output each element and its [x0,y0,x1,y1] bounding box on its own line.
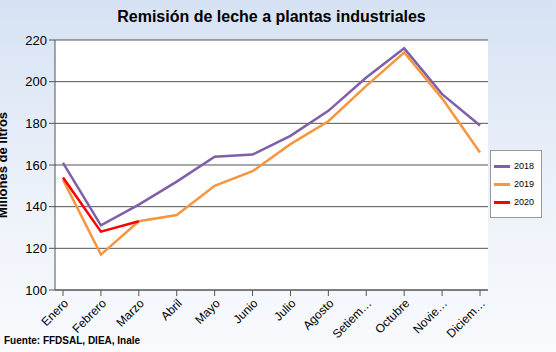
svg-text:120: 120 [25,241,47,256]
html-text:Fuente: FFDSAL, DIEA, Inale: Fuente: FFDSAL, DIEA, Inale [4,335,141,346]
svg-text:Agosto: Agosto [300,296,337,333]
svg-text:Novie…: Novie… [410,296,451,337]
svg-text:100: 100 [25,283,47,298]
svg-text:Julio: Julio [271,296,299,324]
svg-text:Diciem…: Diciem… [444,296,488,340]
svg-text:180: 180 [25,116,47,131]
svg-text:220: 220 [25,33,47,48]
svg-text:Febrero: Febrero [69,296,109,336]
svg-text:200: 200 [25,74,47,89]
svg-text:Enero: Enero [39,296,72,329]
svg-text:160: 160 [25,158,47,173]
svg-text:Millones de litros: Millones de litros [8,112,10,218]
svg-text:140: 140 [25,199,47,214]
svg-text:Junio: Junio [231,296,261,326]
svg-text:Abril: Abril [158,296,185,323]
html-text:2020: 2020 [514,197,534,207]
html-text:2019: 2019 [514,179,534,189]
svg-text:Marzo: Marzo [113,296,147,330]
svg-text:Mayo: Mayo [192,296,223,327]
svg-text:Setiem…: Setiem… [330,296,375,341]
html-text:Remisión de leche a plantas in: Remisión de leche a plantas industriales [117,8,426,25]
html-text:2018: 2018 [514,161,534,171]
svg-text:Octubre: Octubre [372,296,412,336]
